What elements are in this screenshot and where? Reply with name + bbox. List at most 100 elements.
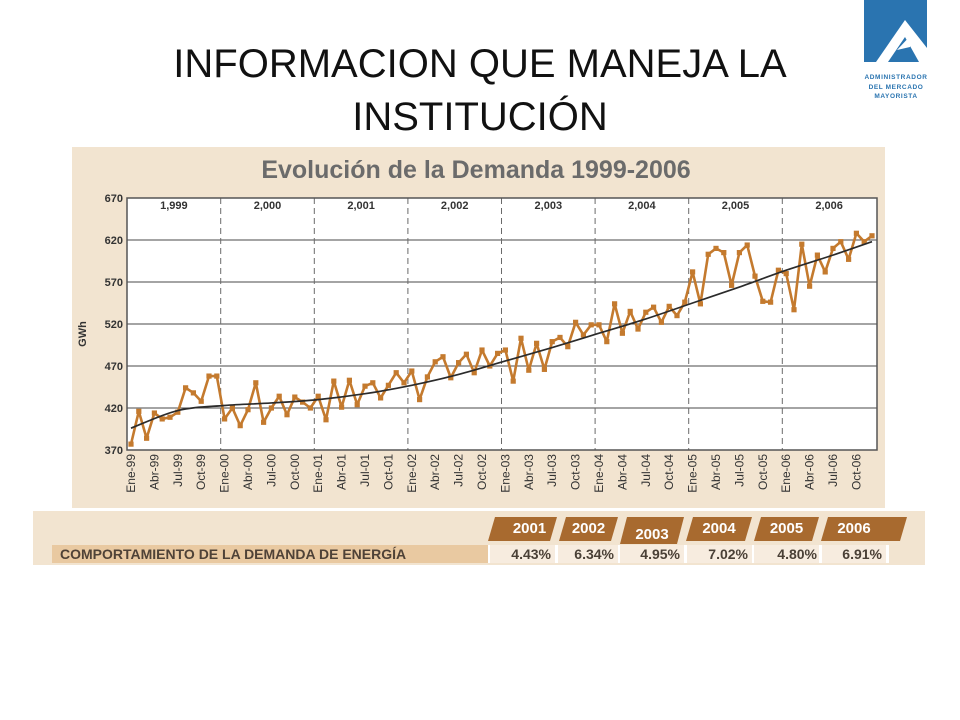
x-tick-label: Abr-99 <box>147 454 161 490</box>
logo-inner-triangle <box>888 37 919 62</box>
y-tick-label: 520 <box>105 319 123 331</box>
year-header-2006: 2006 <box>821 517 907 541</box>
demand-series-line <box>129 231 873 445</box>
data-point <box>440 354 446 360</box>
data-point <box>315 393 321 399</box>
trend-line <box>130 240 873 429</box>
data-point <box>604 339 610 345</box>
x-tick-label: Jul-06 <box>826 454 840 487</box>
x-tick-label: Oct-06 <box>849 454 863 490</box>
data-point <box>635 326 641 332</box>
value-cell-2001: 4.43% <box>490 545 555 563</box>
data-point <box>518 335 524 341</box>
data-point <box>167 414 173 420</box>
value-cell-2005: 4.80% <box>754 545 819 563</box>
data-point <box>666 303 672 309</box>
year-label: 2,002 <box>441 200 469 212</box>
data-point <box>822 269 828 275</box>
year-label: 2,001 <box>347 200 375 212</box>
x-tick-label: Abr-03 <box>522 454 536 490</box>
logo-mark-icon <box>864 0 927 62</box>
data-point <box>432 359 438 365</box>
demand-growth-table: 2001 2002 2003 2004 2005 2006 COMPORTAMI… <box>33 511 925 565</box>
data-point <box>229 405 235 411</box>
slide-title-line-1: INFORMACION QUE MANEJA LA <box>173 42 787 86</box>
y-tick-label: 620 <box>105 235 123 247</box>
data-point <box>471 370 477 376</box>
x-tick-label: Jul-05 <box>732 454 746 487</box>
year-header-2002: 2002 <box>559 517 618 541</box>
data-point <box>370 380 376 386</box>
year-label: 2,005 <box>722 200 750 212</box>
data-point <box>339 404 345 410</box>
y-tick-label: 570 <box>105 277 123 289</box>
data-point <box>276 393 282 399</box>
data-point <box>284 412 290 418</box>
x-tick-label: Ene-02 <box>405 454 419 493</box>
data-point <box>144 435 150 441</box>
logo-line-2: DEL MERCADO <box>868 83 924 91</box>
data-point <box>346 377 352 383</box>
year-header-2001: 2001 <box>488 517 557 541</box>
data-point <box>830 245 836 251</box>
data-point <box>612 301 618 307</box>
plot-frame <box>126 197 878 451</box>
data-point <box>861 239 867 245</box>
data-point <box>807 283 813 289</box>
data-point <box>245 407 251 413</box>
year-header-2005: 2005 <box>754 517 819 541</box>
x-tick-label: Oct-01 <box>381 454 395 490</box>
x-tick-label: Ene-03 <box>498 454 512 493</box>
data-point <box>729 282 735 288</box>
x-tick-label: Ene-99 <box>124 454 138 493</box>
data-point <box>261 419 267 425</box>
data-point <box>198 398 204 404</box>
y-tick-label: 370 <box>105 445 123 457</box>
x-tick-label: Abr-05 <box>709 454 723 490</box>
y-tick-label: 670 <box>105 193 123 205</box>
x-tick-label: Ene-01 <box>311 454 325 493</box>
row-label: COMPORTAMIENTO DE LA DEMANDA DE ENERGÍA <box>52 545 488 563</box>
x-tick-label: Ene-04 <box>592 454 606 493</box>
data-point <box>417 397 423 403</box>
value-cell-2003: 4.95% <box>620 545 684 563</box>
data-point <box>674 313 680 319</box>
data-point <box>534 340 540 346</box>
slide-title-line-2: INSTITUCIÓN <box>352 95 608 139</box>
data-point <box>846 256 852 262</box>
x-tick-label: Abr-02 <box>428 454 442 490</box>
x-tick-label: Oct-03 <box>569 454 583 490</box>
x-tick-label: Jul-04 <box>639 454 653 487</box>
x-tick-label: Abr-06 <box>803 454 817 490</box>
data-point <box>713 245 719 251</box>
x-tick-label: Ene-05 <box>686 454 700 493</box>
year-label: 2,006 <box>815 200 843 212</box>
data-point <box>362 383 368 389</box>
data-point <box>775 267 781 273</box>
data-point <box>393 370 399 376</box>
data-point <box>580 332 586 338</box>
y-tick-label: 470 <box>105 361 123 373</box>
data-point <box>307 405 313 411</box>
value-cell-2004: 7.02% <box>687 545 752 563</box>
data-point <box>183 385 189 391</box>
data-point <box>557 334 563 341</box>
x-tick-label: Oct-00 <box>288 454 302 490</box>
year-header-2003: 2003 <box>620 517 684 544</box>
data-point <box>721 250 727 256</box>
data-point <box>619 330 625 336</box>
data-point <box>744 242 750 248</box>
data-point <box>541 366 547 372</box>
slide-title: INFORMACION QUE MANEJA LA INSTITUCIÓN <box>0 38 960 144</box>
x-tick-label: Jul-02 <box>452 454 466 487</box>
year-label: 1,999 <box>160 200 188 212</box>
x-tick-label: Oct-02 <box>475 454 489 490</box>
data-point <box>175 409 181 415</box>
y-tick-label: 420 <box>105 403 123 415</box>
data-point <box>448 375 454 381</box>
data-point <box>292 394 298 400</box>
year-label: 2,004 <box>628 200 656 212</box>
data-point <box>705 251 711 257</box>
data-point <box>510 378 516 384</box>
data-point <box>588 322 594 328</box>
